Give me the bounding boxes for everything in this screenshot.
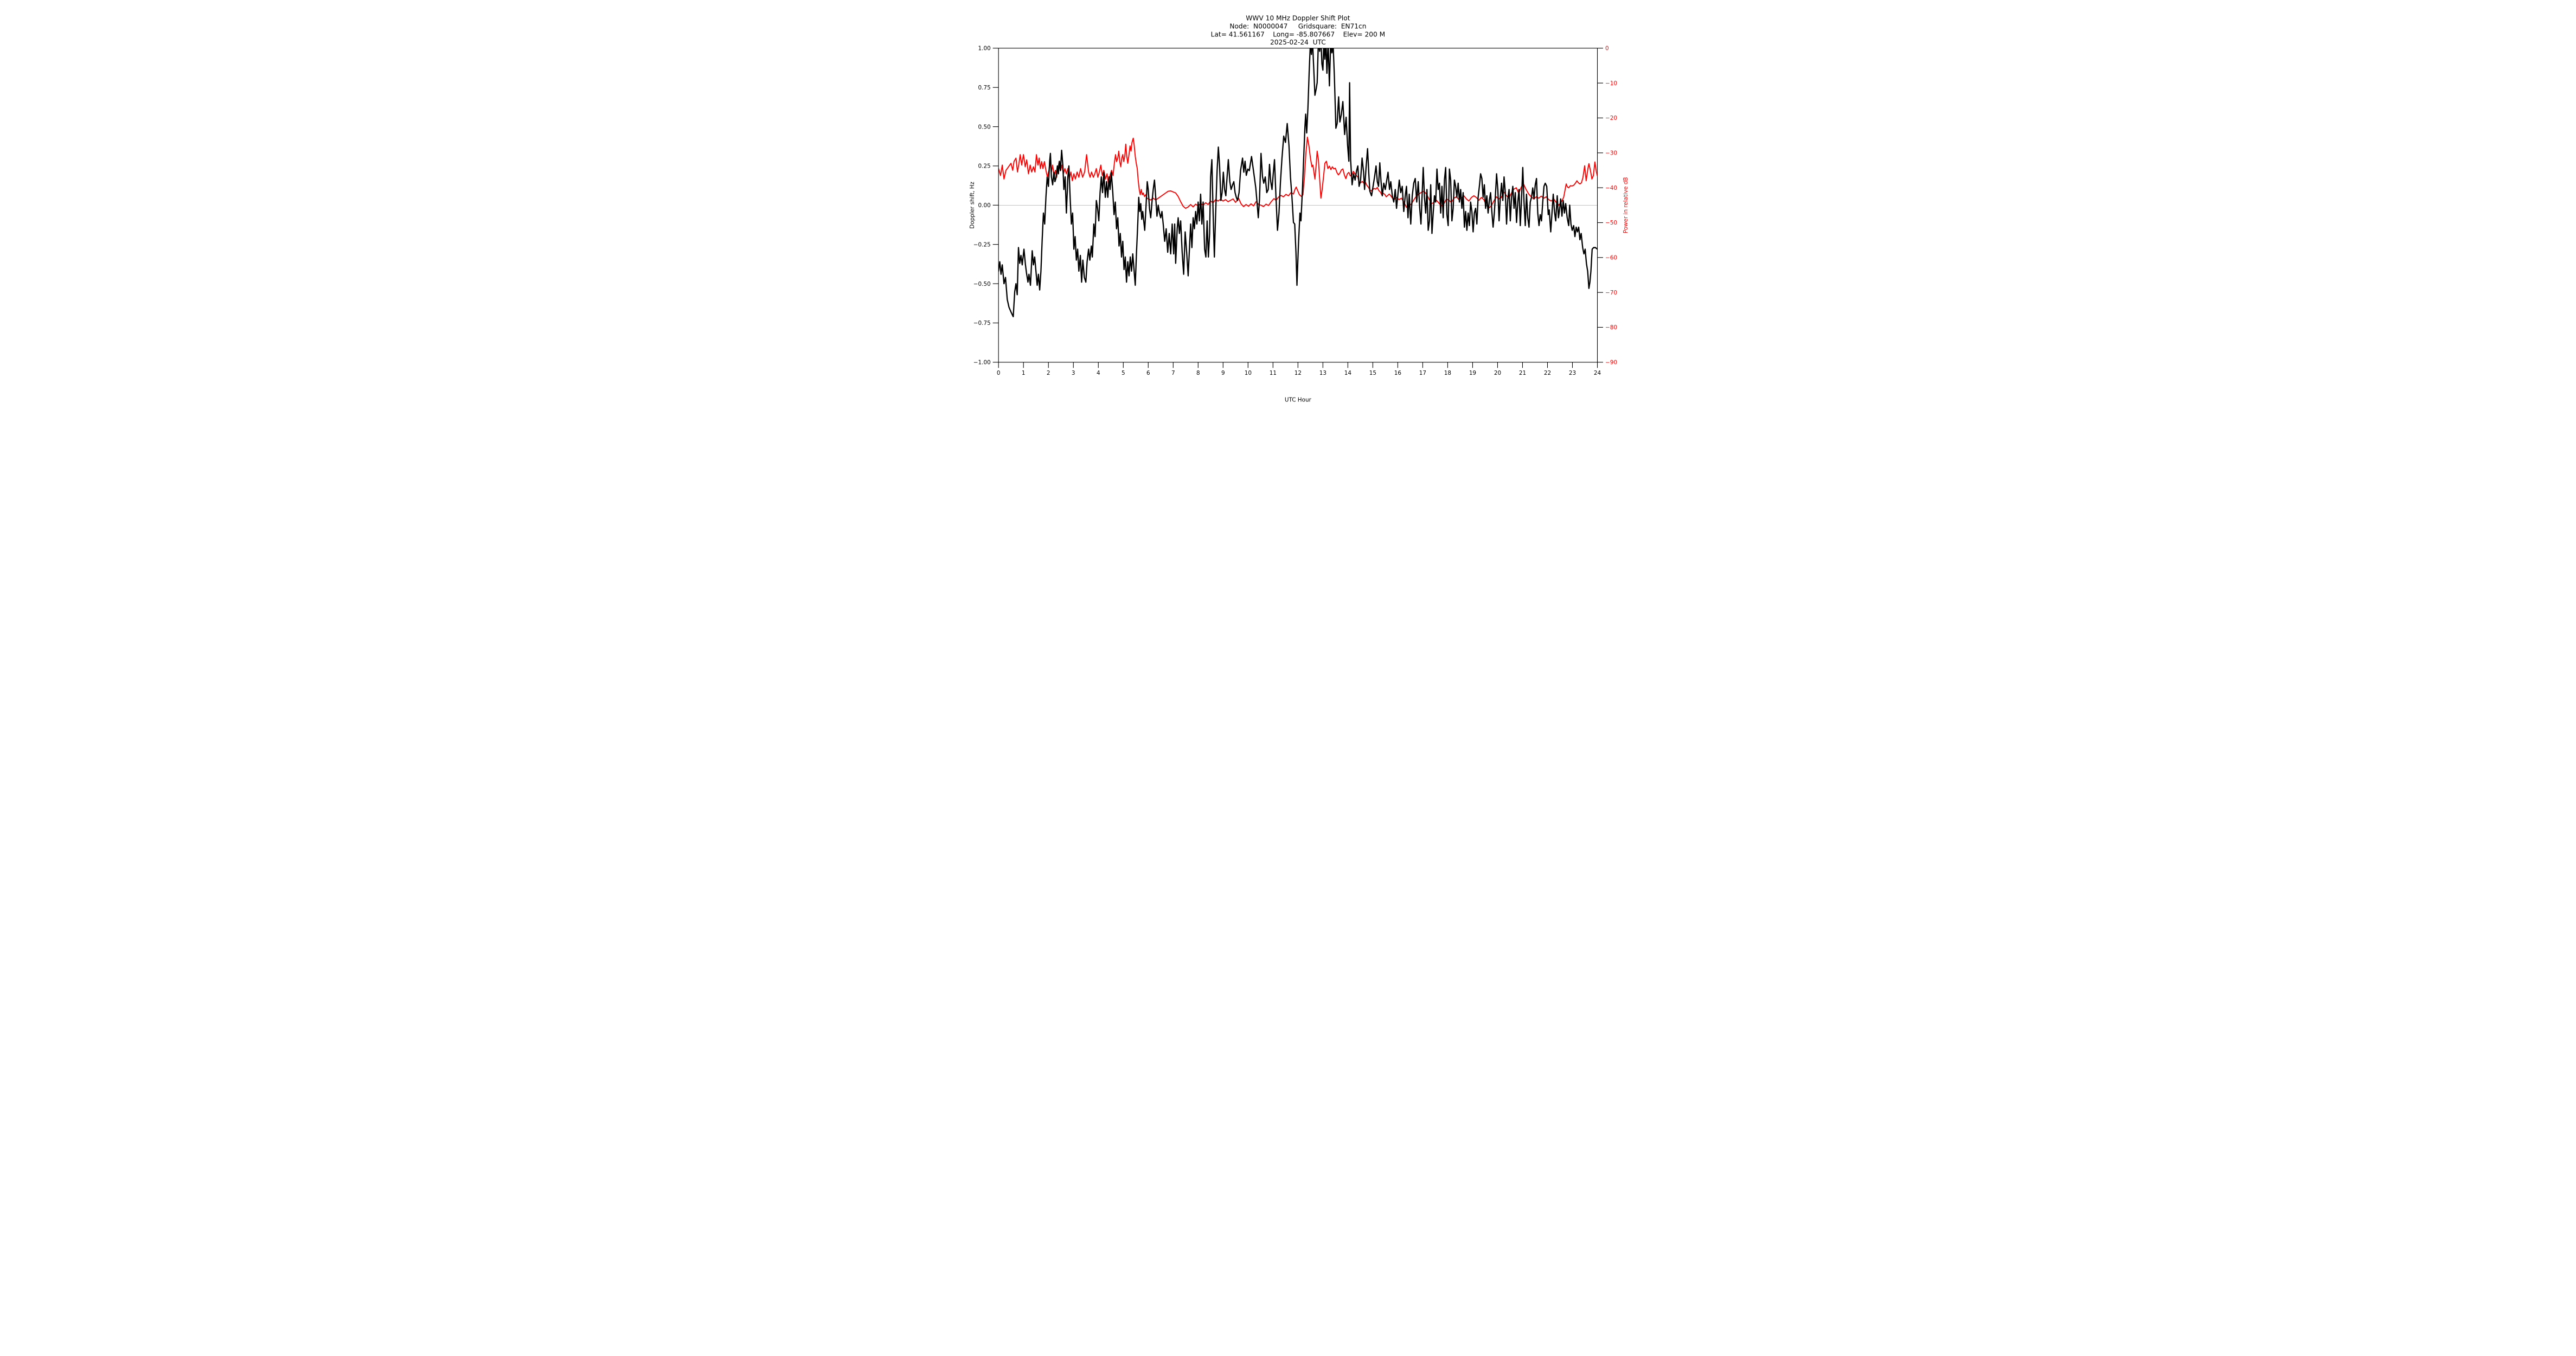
y-left-tick-6-label: −0.50 — [973, 281, 990, 287]
chart-subtitle-date: 2025-02-24 UTC — [1270, 39, 1326, 46]
y-left-tick-3-label: 0.25 — [978, 163, 990, 170]
x-tick-3-label: 3 — [1071, 370, 1075, 376]
x-tick-23-label: 23 — [1568, 370, 1575, 376]
x-tick-13-label: 13 — [1319, 370, 1326, 376]
x-tick-18-label: 18 — [1444, 370, 1451, 376]
x-tick-9-label: 9 — [1221, 370, 1225, 376]
y-right-tick-4-label: −40 — [1605, 185, 1617, 191]
chart-title: WWV 10 MHz Doppler Shift Plot — [1246, 15, 1350, 22]
x-tick-10-label: 10 — [1244, 370, 1251, 376]
y-left-tick-5-label: −0.25 — [973, 241, 990, 248]
y-right-tick-3-label: −30 — [1605, 150, 1617, 157]
x-tick-6-label: 6 — [1146, 370, 1150, 376]
y-right-tick-0-label: 0 — [1605, 46, 1609, 52]
y-right-tick-6-label: −60 — [1605, 255, 1617, 261]
x-tick-8-label: 8 — [1196, 370, 1200, 376]
y-left-tick-8-label: −1.00 — [973, 360, 990, 366]
x-tick-12-label: 12 — [1294, 370, 1301, 376]
x-tick-2-label: 2 — [1046, 370, 1050, 376]
x-tick-20-label: 20 — [1494, 370, 1501, 376]
y-right-tick-9-label: −90 — [1605, 360, 1617, 366]
x-tick-1-label: 1 — [1021, 370, 1025, 376]
doppler-shift-figure: WWV 10 MHz Doppler Shift Plot Node: N000… — [901, 0, 1675, 407]
chart-subtitle-location: Lat= 41.561167 Long= -85.807667 Elev= 20… — [1210, 31, 1385, 39]
power-series-line — [998, 136, 1598, 209]
y-right-tick-8-label: −80 — [1605, 324, 1617, 331]
x-tick-24-label: 24 — [1593, 370, 1601, 376]
x-tick-11-label: 11 — [1269, 370, 1276, 376]
y-right-tick-1-label: −10 — [1605, 80, 1617, 87]
y-left-tick-7-label: −0.75 — [973, 320, 990, 327]
x-tick-16-label: 16 — [1394, 370, 1401, 376]
x-tick-4-label: 4 — [1096, 370, 1100, 376]
y-axis-left-label: Doppler shift, Hz — [969, 182, 976, 229]
x-tick-17-label: 17 — [1419, 370, 1426, 376]
y-right-tick-2-label: −20 — [1605, 115, 1617, 121]
y-axis-left-ticks: 1.00 0.75 0.50 0.25 0.00 −0.25 −0.50 −0.75 −1.00 — [973, 46, 998, 366]
x-tick-19-label: 19 — [1469, 370, 1476, 376]
x-axis-label: UTC Hour — [1284, 397, 1311, 404]
doppler-series-line — [998, 48, 1598, 317]
x-tick-5-label: 5 — [1121, 370, 1125, 376]
y-right-tick-7-label: −70 — [1605, 290, 1617, 296]
chart-subtitle-node: Node: N0000047 Gridsquare: EN71cn — [1229, 23, 1366, 30]
y-axis-right-ticks: 0 −10 −20 −30 −40 −50 −60 −70 −80 −90 — [1597, 46, 1617, 366]
y-right-tick-5-label: −50 — [1605, 220, 1617, 226]
x-tick-21-label: 21 — [1518, 370, 1526, 376]
y-left-tick-2-label: 0.50 — [978, 124, 990, 130]
x-tick-15-label: 15 — [1369, 370, 1376, 376]
y-left-tick-0-label: 1.00 — [978, 46, 990, 52]
x-tick-7-label: 7 — [1171, 370, 1175, 376]
x-tick-22-label: 22 — [1543, 370, 1550, 376]
x-tick-14-label: 14 — [1344, 370, 1351, 376]
y-left-tick-4-label: 0.00 — [978, 202, 990, 209]
x-tick-0-label: 0 — [996, 370, 1000, 376]
x-axis-ticks: 0 1 2 3 4 5 6 7 8 9 10 11 12 13 14 15 16 17 18 19 20 21 22 23 24 — [996, 362, 1601, 376]
doppler-shift-chart: WWV 10 MHz Doppler Shift Plot Node: N000… — [969, 15, 1629, 404]
y-axis-right-label: Power in relative dB — [1623, 177, 1629, 233]
y-left-tick-1-label: 0.75 — [978, 85, 990, 91]
